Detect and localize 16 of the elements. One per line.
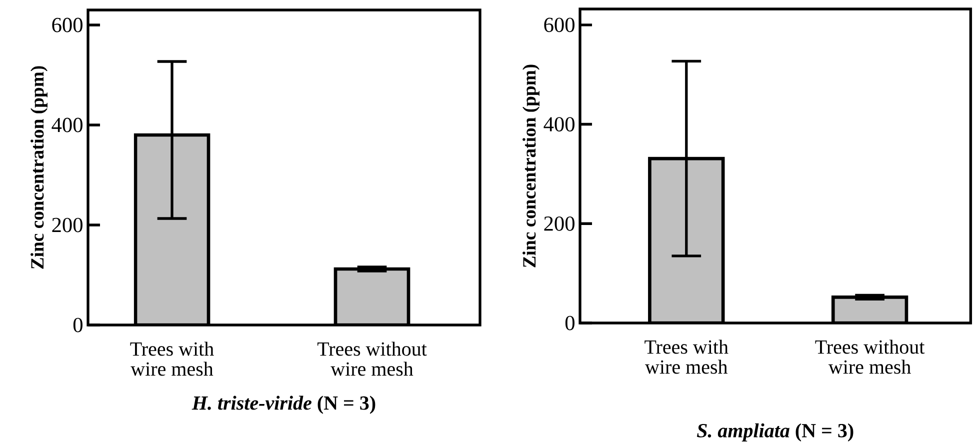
- x-tick-label: Trees without wire mesh: [815, 340, 925, 374]
- y-tick-label: 400: [544, 117, 574, 132]
- y-tick-label: 0: [73, 318, 82, 332]
- y-axis-title: Zinc concentration (ppm): [522, 64, 540, 268]
- y-tick-label: 400: [52, 118, 82, 132]
- y-tick-label: 200: [52, 218, 82, 232]
- x-tick-label: Trees with wire mesh: [644, 340, 728, 374]
- y-tick-label: 200: [544, 216, 574, 231]
- y-tick-label: 0: [565, 316, 574, 330]
- y-tick-label: 600: [52, 18, 82, 32]
- y-axis-title: Zinc concentration (ppm): [30, 66, 48, 269]
- text: S. ampliata (N = 3): [696, 423, 854, 442]
- x-tick-label: Trees with wire mesh: [130, 342, 214, 376]
- x-tick-label: Trees without wire mesh: [317, 342, 427, 376]
- text: H. triste-viride (N = 3): [192, 396, 376, 414]
- y-tick-label: 600: [544, 18, 574, 32]
